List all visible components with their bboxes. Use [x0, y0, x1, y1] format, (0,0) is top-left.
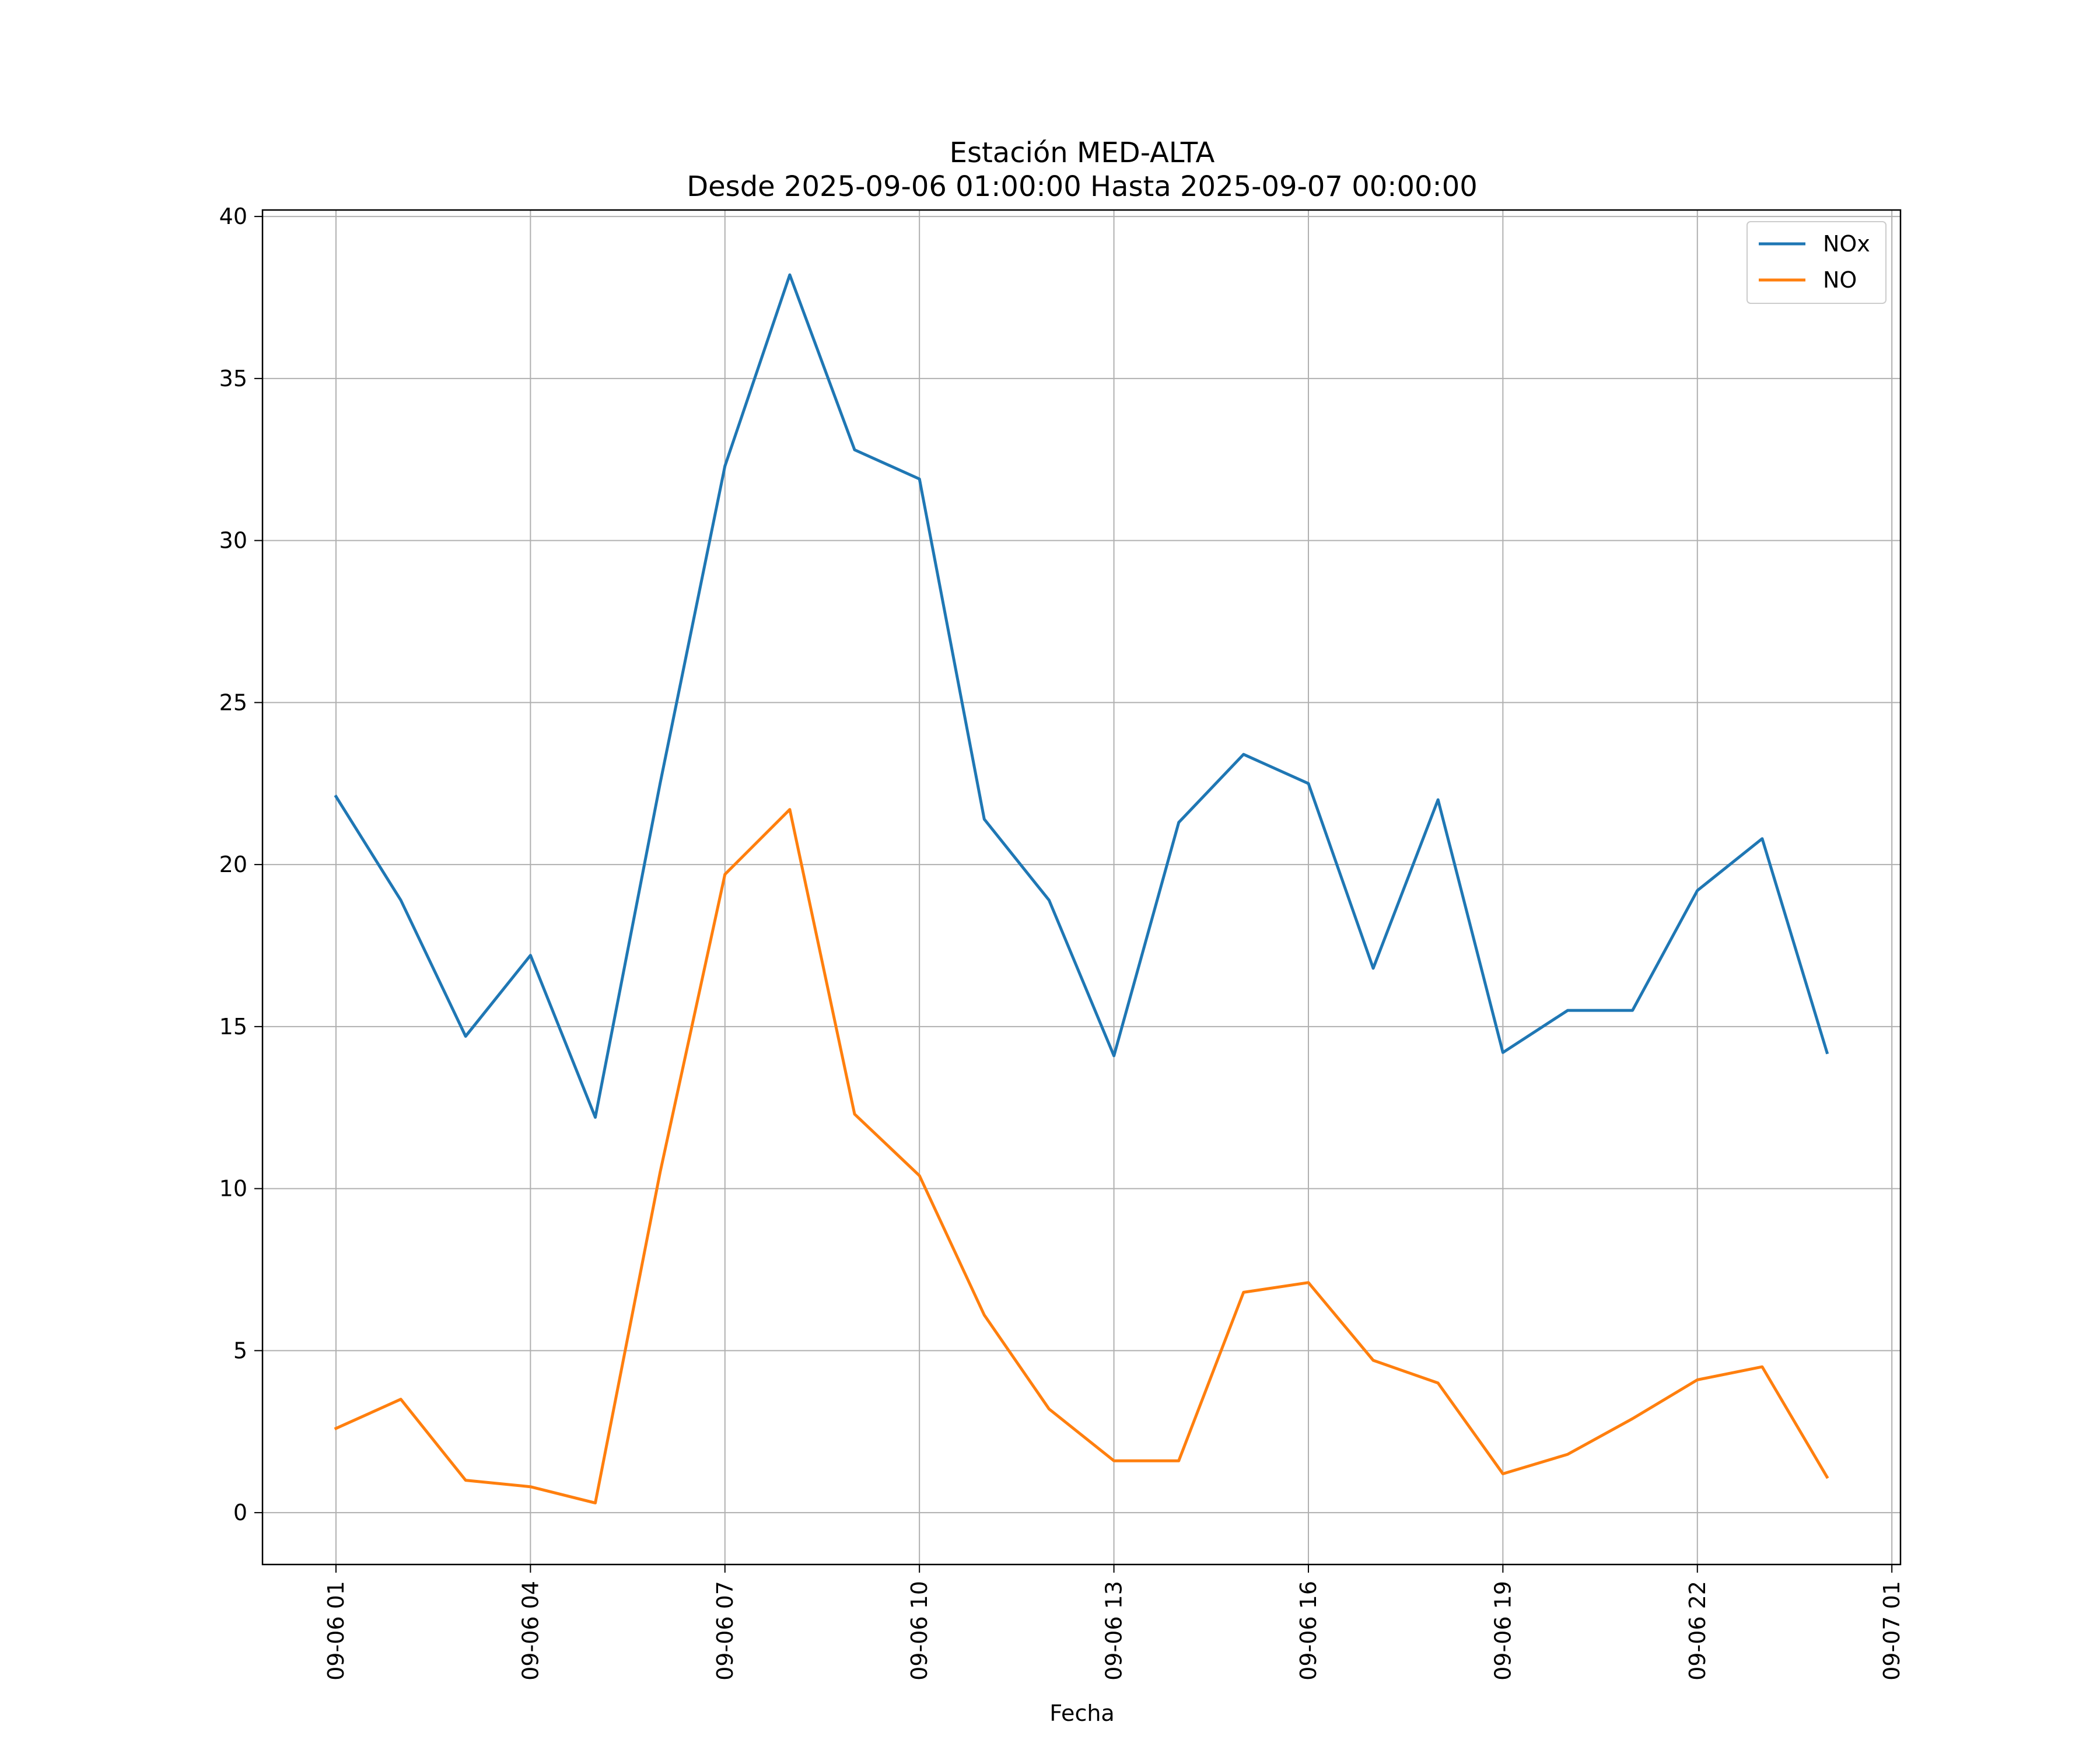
- y-axis: 0 5 10 15 20 25 30 35 40: [219, 204, 262, 1525]
- y-tick-label: 20: [219, 852, 247, 877]
- grid: [262, 210, 1901, 1564]
- legend-label-nox: NOx: [1823, 231, 1870, 257]
- y-tick-label: 35: [219, 366, 247, 391]
- legend: NOx NO: [1746, 221, 1887, 304]
- y-tick-label: 5: [233, 1338, 247, 1363]
- x-tick-label: 09-06 13: [1101, 1581, 1127, 1681]
- x-tick-label: 09-06 07: [712, 1581, 738, 1681]
- y-tick-label: 10: [219, 1176, 247, 1202]
- x-tick-label: 09-06 19: [1490, 1581, 1516, 1681]
- legend-box: [1746, 221, 1887, 304]
- y-tick-label: 15: [219, 1014, 247, 1040]
- series-lines: [334, 273, 1829, 1504]
- y-tick-label: 0: [233, 1500, 247, 1525]
- chart-subtitle: Desde 2025-09-06 01:00:00 Hasta 2025-09-…: [687, 170, 1478, 203]
- x-tick-label: 09-06 22: [1685, 1581, 1710, 1681]
- legend-label-no: NO: [1823, 267, 1857, 293]
- x-axis-label: Fecha: [1049, 1700, 1114, 1726]
- series-line-nox: [334, 273, 1829, 1119]
- x-tick-label: 09-06 04: [517, 1581, 543, 1681]
- y-tick-label: 30: [219, 528, 247, 554]
- x-tick-label: 09-07 01: [1879, 1581, 1905, 1681]
- chart-title: Estación MED-ALTA: [950, 136, 1215, 169]
- x-tick-label: 09-06 10: [907, 1581, 932, 1681]
- y-tick-label: 40: [219, 204, 247, 229]
- x-axis: 09-06 01 09-06 04 09-06 07 09-06 10 09-06 13…: [323, 1564, 1905, 1681]
- x-tick-label: 09-06 16: [1296, 1581, 1321, 1681]
- plot-area: [262, 210, 1901, 1564]
- series-line-no: [334, 808, 1829, 1504]
- x-tick-label: 09-06 01: [323, 1581, 349, 1681]
- plot-frame: [261, 209, 1902, 1566]
- y-tick-label: 25: [219, 690, 247, 715]
